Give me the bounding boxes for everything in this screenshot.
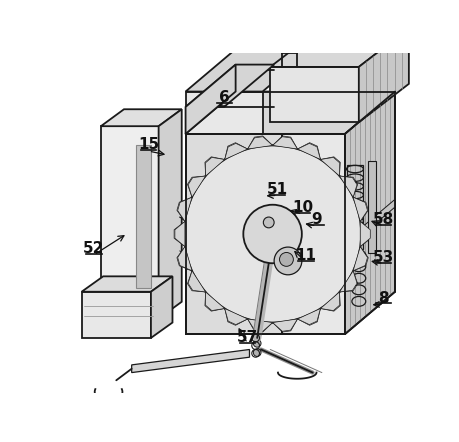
Polygon shape [340, 176, 357, 197]
Polygon shape [101, 109, 182, 126]
Polygon shape [270, 28, 409, 67]
Text: 51: 51 [267, 182, 288, 197]
Text: 58: 58 [373, 212, 394, 227]
Text: 52: 52 [83, 241, 105, 256]
Polygon shape [320, 157, 340, 176]
Polygon shape [368, 161, 376, 253]
Polygon shape [82, 292, 151, 338]
Polygon shape [320, 292, 340, 311]
Polygon shape [185, 91, 263, 134]
Circle shape [288, 157, 319, 188]
Polygon shape [297, 143, 320, 160]
Text: 9: 9 [311, 212, 322, 227]
Polygon shape [225, 309, 248, 324]
Polygon shape [179, 251, 197, 259]
Polygon shape [175, 221, 185, 247]
Circle shape [184, 145, 361, 323]
Polygon shape [185, 134, 282, 334]
Polygon shape [178, 197, 192, 221]
Polygon shape [174, 221, 185, 247]
Polygon shape [320, 157, 340, 176]
Polygon shape [178, 234, 194, 245]
Polygon shape [248, 319, 273, 332]
Text: 11: 11 [296, 248, 316, 263]
Polygon shape [225, 143, 248, 160]
Polygon shape [273, 136, 297, 149]
Polygon shape [184, 267, 202, 273]
Polygon shape [340, 176, 358, 197]
Circle shape [243, 205, 302, 263]
Polygon shape [206, 157, 225, 176]
Text: 53: 53 [373, 250, 394, 265]
Polygon shape [187, 271, 206, 292]
Circle shape [274, 247, 302, 275]
Polygon shape [248, 136, 273, 149]
Polygon shape [273, 137, 297, 149]
Polygon shape [177, 247, 192, 271]
Polygon shape [178, 247, 192, 271]
Polygon shape [151, 276, 173, 338]
Circle shape [263, 217, 274, 228]
Polygon shape [185, 91, 395, 134]
Polygon shape [82, 276, 173, 292]
Circle shape [253, 349, 261, 356]
Circle shape [243, 205, 302, 263]
Polygon shape [297, 143, 320, 160]
Polygon shape [359, 28, 409, 122]
Polygon shape [345, 199, 395, 249]
Polygon shape [353, 197, 368, 221]
Circle shape [263, 217, 274, 228]
Circle shape [280, 252, 293, 267]
Polygon shape [360, 221, 370, 247]
Polygon shape [185, 134, 345, 334]
Polygon shape [188, 176, 206, 197]
Text: 8: 8 [378, 290, 389, 305]
Polygon shape [188, 271, 206, 292]
Polygon shape [101, 126, 159, 319]
Circle shape [184, 145, 361, 323]
Polygon shape [353, 197, 368, 221]
Circle shape [280, 252, 293, 267]
Text: 57: 57 [237, 330, 258, 345]
Text: 6: 6 [219, 90, 230, 105]
Polygon shape [273, 319, 297, 332]
Polygon shape [135, 145, 151, 288]
Polygon shape [360, 221, 371, 247]
Polygon shape [205, 157, 225, 176]
Polygon shape [273, 319, 297, 332]
Polygon shape [185, 65, 274, 107]
Circle shape [253, 330, 261, 338]
Polygon shape [225, 309, 248, 325]
Polygon shape [297, 309, 320, 325]
Polygon shape [345, 91, 395, 334]
Text: 15: 15 [138, 137, 159, 152]
Polygon shape [185, 49, 313, 91]
Polygon shape [248, 319, 273, 332]
Polygon shape [353, 247, 368, 271]
Polygon shape [177, 197, 192, 221]
Polygon shape [297, 309, 320, 324]
Polygon shape [205, 292, 225, 311]
Polygon shape [320, 292, 340, 311]
Text: 10: 10 [292, 200, 313, 215]
Polygon shape [187, 176, 206, 197]
Polygon shape [179, 217, 194, 230]
Polygon shape [353, 247, 368, 271]
Polygon shape [191, 282, 209, 286]
Polygon shape [270, 67, 359, 122]
Polygon shape [159, 109, 182, 319]
Polygon shape [340, 271, 358, 292]
Circle shape [253, 339, 261, 347]
Polygon shape [225, 143, 248, 160]
Polygon shape [132, 350, 250, 373]
Polygon shape [206, 292, 225, 311]
Circle shape [274, 247, 302, 275]
Polygon shape [185, 65, 235, 134]
Polygon shape [340, 271, 357, 292]
Polygon shape [248, 137, 273, 149]
